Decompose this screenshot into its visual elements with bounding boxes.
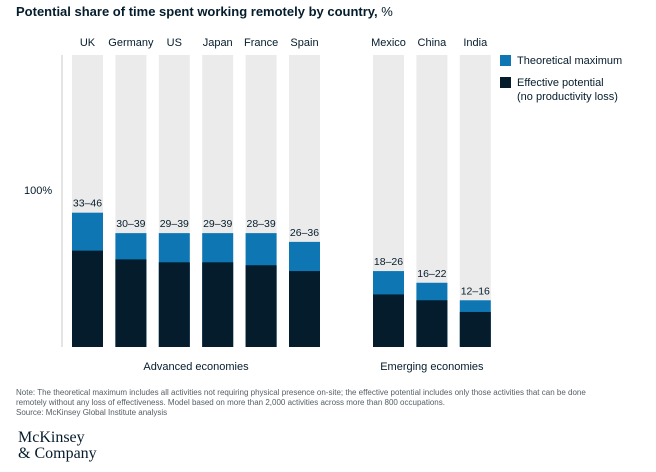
y-reference-label: 100% (24, 185, 52, 197)
note-line-1: Note: The theoretical maximum includes a… (16, 388, 586, 397)
range-data-label: 30–39 (116, 218, 145, 230)
category-label: Spain (290, 37, 318, 49)
category-label: Japan (203, 37, 233, 49)
category-label: France (244, 37, 278, 49)
legend-item-effective: Effective potential (no productivity los… (500, 76, 622, 104)
category-label: UK (80, 37, 96, 49)
chart-title: Potential share of time spent working re… (16, 4, 393, 19)
range-data-label: 28–39 (246, 218, 275, 230)
title-unit: % (381, 4, 393, 19)
logo-line-1: McKinsey (18, 429, 85, 446)
footnote: Note: The theoretical maximum includes a… (16, 388, 636, 418)
category-label: Germany (108, 37, 154, 49)
group-label: Advanced economies (143, 361, 249, 373)
category-label: China (418, 37, 448, 49)
legend-swatch-theoretical (500, 55, 511, 66)
legend: Theoretical maximum Effective potential … (500, 54, 622, 112)
group-label: Emerging economies (380, 361, 484, 373)
range-data-label: 16–22 (417, 268, 446, 280)
legend-label-effective-line2: (no productivity loss) (517, 91, 618, 103)
range-data-label: 18–26 (374, 256, 403, 268)
category-label: US (167, 37, 182, 49)
effective-bar (72, 250, 103, 347)
note-line-2: remotely without any loss of effectivene… (16, 398, 445, 407)
effective-bar (158, 262, 190, 347)
background-bar (459, 55, 491, 347)
range-data-label: 29–39 (160, 218, 189, 230)
effective-bar (245, 265, 277, 347)
legend-label-effective-line1: Effective potential (517, 77, 604, 89)
effective-bar (416, 300, 448, 347)
effective-bar (289, 271, 320, 347)
category-label: Mexico (371, 37, 406, 49)
category-label: India (463, 37, 488, 49)
effective-bar (115, 259, 147, 347)
source-line: Source: McKinsey Global Institute analys… (16, 408, 168, 417)
legend-item-theoretical: Theoretical maximum (500, 54, 622, 68)
effective-bar (373, 294, 404, 347)
effective-bar (202, 262, 234, 347)
legend-label-theoretical: Theoretical maximum (517, 55, 623, 67)
effective-bar (459, 311, 491, 347)
range-data-label: 26–36 (290, 227, 319, 239)
mckinsey-logo: McKinsey & Company (18, 430, 97, 462)
range-data-label: 12–16 (461, 285, 490, 297)
logo-line-2: & Company (18, 445, 97, 462)
legend-swatch-effective (500, 77, 511, 88)
range-data-label: 33–46 (73, 198, 102, 210)
legend-label-effective: Effective potential (no productivity los… (517, 76, 618, 104)
bar-chart: 100% UK 33–46 Germany 30–39 US 29–39 Japan 29–39… (24, 37, 491, 373)
range-data-label: 29–39 (203, 218, 232, 230)
